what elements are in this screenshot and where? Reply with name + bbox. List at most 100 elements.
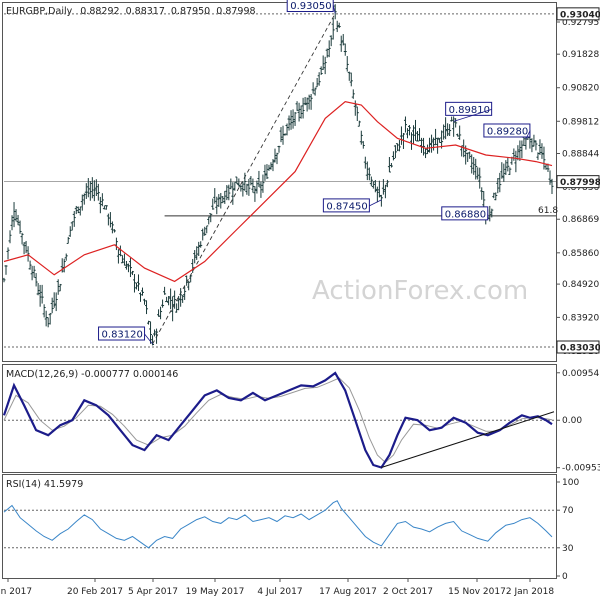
ohlc-bar	[245, 183, 249, 195]
ohlc-bar	[114, 237, 118, 251]
ohlc-bar	[112, 229, 116, 233]
ohlc-bar	[476, 167, 480, 180]
price-y-tick-label: 0.92795	[562, 18, 599, 28]
header-close: 0.87998	[216, 6, 255, 17]
price-annotation-label: 0.87450	[326, 201, 367, 212]
ohlc-bar	[436, 137, 440, 154]
price-y-tick-label: 0.89812	[562, 117, 599, 127]
ohlc-bar	[448, 124, 452, 137]
ohlc-bar	[261, 174, 265, 193]
ohlc-bar	[34, 273, 38, 287]
ohlc-bar	[159, 306, 163, 320]
ohlc-bar	[136, 274, 140, 291]
ohlc-bar	[48, 312, 52, 325]
price-annotation-leader	[525, 130, 531, 140]
ohlc-bar	[315, 77, 319, 88]
macd-y-tick-label: 0.00954	[562, 369, 599, 379]
x-tick-label: 19 May 2017	[186, 587, 245, 597]
ohlc-bar	[181, 295, 185, 303]
ohlc-bar	[440, 130, 444, 149]
ohlc-bar	[8, 230, 12, 244]
ohlc-bar	[239, 185, 243, 192]
price-annotation-leader	[369, 199, 382, 207]
price-annotation-box	[322, 198, 370, 213]
rsi-line	[3, 500, 553, 549]
price-level-box	[556, 340, 600, 354]
ohlc-bar	[283, 133, 287, 136]
ohlc-bar	[452, 116, 456, 137]
ohlc-bar	[46, 317, 50, 328]
ohlc-bar	[289, 110, 293, 130]
ohlc-bar	[375, 186, 379, 203]
ohlc-bar	[363, 156, 367, 169]
ohlc-bar	[145, 300, 149, 315]
ohlc-bar	[4, 265, 8, 275]
ohlc-bar	[530, 138, 534, 153]
ohlc-bar	[343, 43, 347, 56]
ohlc-bar	[508, 167, 512, 175]
price-annotation-box	[98, 326, 146, 341]
ohlc-bar	[385, 179, 389, 188]
price-y-tick-label: 0.91828	[562, 50, 599, 60]
ohlc-bar	[149, 321, 153, 344]
ohlc-bar	[2, 277, 6, 283]
ohlc-bar	[325, 48, 329, 58]
ohlc-bar	[321, 55, 325, 70]
ohlc-bar	[405, 128, 409, 139]
ohlc-bar	[108, 212, 112, 228]
x-tick-label: 15 Nov 2017	[448, 587, 506, 597]
price-grid-layer: 61.8	[4, 13, 558, 348]
ohlc-bar	[171, 296, 175, 322]
ohlc-bar	[426, 144, 430, 155]
ohlc-bar	[391, 151, 395, 161]
ohlc-bar	[506, 158, 510, 172]
ohlc-bar	[532, 134, 536, 147]
ohlc-bar	[428, 137, 432, 153]
ohlc-bar	[355, 106, 359, 122]
ohlc-bar	[275, 152, 279, 165]
ohlc-bar	[313, 87, 317, 96]
x-tick-label: 4 Jul 2017	[257, 587, 302, 597]
ohlc-bar	[504, 160, 508, 175]
ohlc-bar	[183, 286, 187, 300]
rsi-title: RSI(14) 41.5979	[6, 479, 83, 490]
ohlc-bar	[54, 292, 58, 312]
ohlc-bar	[128, 257, 132, 278]
ohlc-bar	[217, 194, 221, 207]
ohlc-bar	[32, 265, 36, 278]
ohlc-bar	[309, 94, 313, 110]
price-y-tick-label: 0.88844	[562, 150, 599, 160]
price-annotation-label: 0.89280	[487, 126, 528, 137]
ohlc-bar	[418, 128, 422, 142]
ohlc-bar	[416, 131, 420, 142]
ohlc-bar	[349, 72, 353, 87]
ohlc-bar	[187, 280, 191, 291]
ohlc-bar	[494, 192, 498, 201]
ohlc-bar	[361, 141, 365, 149]
ohlc-bar	[468, 151, 472, 159]
x-tick-label: 2 Oct 2017	[383, 587, 433, 597]
price-level-label: 0.87998	[560, 178, 600, 188]
ohlc-bar	[74, 205, 78, 215]
ohlc-bar	[94, 179, 98, 196]
ohlc-bar	[143, 298, 147, 305]
ohlc-bar	[207, 216, 211, 225]
ohlc-bar	[403, 116, 407, 133]
ohlc-bar	[490, 208, 494, 218]
price-bars-layer	[2, 4, 554, 346]
rsi-y-tick-label: 100	[562, 478, 579, 488]
ohlc-bar	[213, 188, 217, 204]
price-annotation-leader	[144, 333, 153, 345]
macd-main-line	[2, 371, 553, 469]
ohlc-bar	[407, 125, 411, 136]
ohlc-bar	[478, 167, 482, 189]
ohlc-bar	[241, 181, 245, 197]
ohlc-bar	[28, 260, 32, 270]
ohlc-bar	[287, 115, 291, 131]
price-y-tick-label: 0.84920	[562, 280, 599, 290]
price-annotation: 0.86880	[441, 206, 489, 221]
ohlc-bar	[175, 303, 179, 313]
ohlc-bar	[383, 184, 387, 199]
ohlc-bar	[536, 152, 540, 160]
ohlc-bar	[341, 34, 345, 46]
